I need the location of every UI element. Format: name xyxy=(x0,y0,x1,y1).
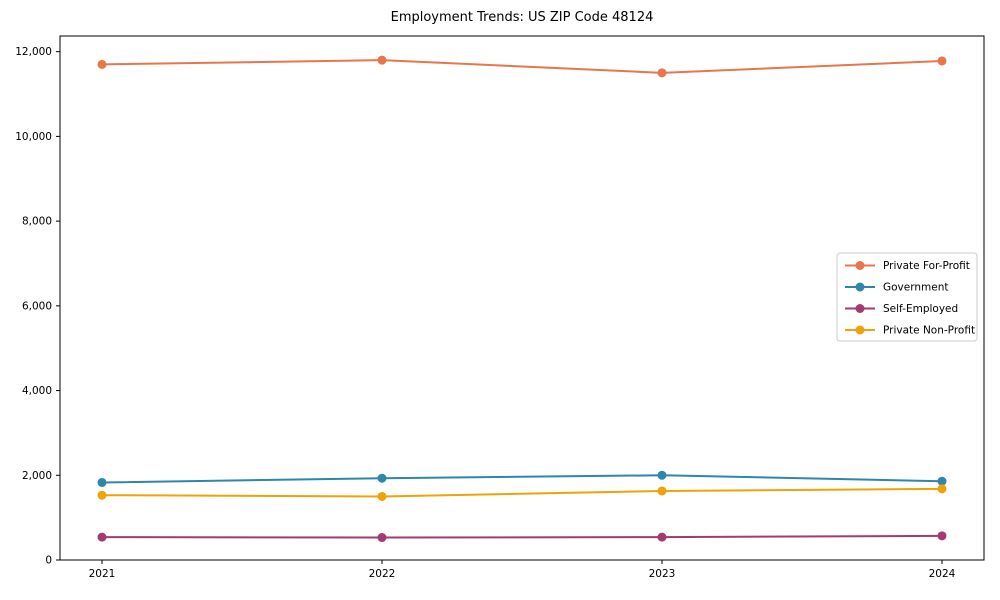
legend-label-self-employed: Self-Employed xyxy=(883,303,958,315)
series-point-private-non-profit xyxy=(377,491,387,501)
legend-label-government: Government xyxy=(883,282,948,294)
series-line-self-employed xyxy=(101,534,943,539)
legend-sample-marker-government xyxy=(855,282,865,292)
series-point-self-employed xyxy=(657,532,667,542)
series-point-private-for-profit xyxy=(377,55,387,65)
series-point-government xyxy=(377,473,387,483)
series-line-private-for-profit xyxy=(101,59,943,74)
series-point-private-for-profit xyxy=(937,56,947,66)
y-axis-tick-label: 2,000 xyxy=(22,470,52,482)
y-axis-tick-label: 12,000 xyxy=(15,46,52,58)
x-axis-tick-label: 2023 xyxy=(649,568,676,580)
series-point-government xyxy=(657,470,667,480)
x-axis-tick-label: 2024 xyxy=(929,568,956,580)
legend-sample-marker-private-for-profit xyxy=(855,261,865,270)
series-point-private-for-profit xyxy=(657,68,667,78)
legend-sample-marker-self-employed xyxy=(855,304,865,313)
series-point-government xyxy=(937,476,947,486)
x-axis-tick-label: 2022 xyxy=(369,568,396,580)
legend-label-private-non-profit: Private Non-Profit xyxy=(883,325,975,337)
y-axis-tick-label: 4,000 xyxy=(22,385,52,397)
series-line-government xyxy=(101,474,943,484)
series-point-private-for-profit xyxy=(97,59,107,69)
series-point-self-employed xyxy=(937,531,947,541)
series-point-self-employed xyxy=(97,532,107,542)
chart-title: Employment Trends: US ZIP Code 48124 xyxy=(390,10,654,25)
y-axis-tick-label: 0 xyxy=(45,555,52,567)
series-line-private-non-profit xyxy=(101,487,943,498)
y-axis-tick-label: 10,000 xyxy=(15,131,52,143)
legend-label-private-for-profit: Private For-Profit xyxy=(883,260,970,272)
y-axis-tick-label: 6,000 xyxy=(22,300,52,312)
legend-box xyxy=(836,252,978,342)
series-point-private-non-profit xyxy=(937,484,947,494)
series-point-self-employed xyxy=(377,533,387,543)
y-axis-tick-label: 8,000 xyxy=(22,216,52,228)
series-point-government xyxy=(97,477,107,487)
series-point-private-non-profit xyxy=(657,486,667,496)
plot-border xyxy=(59,35,985,561)
x-axis-tick-label: 2021 xyxy=(89,568,116,580)
legend-sample-marker-private-non-profit xyxy=(855,325,865,335)
series-point-private-non-profit xyxy=(97,490,107,500)
